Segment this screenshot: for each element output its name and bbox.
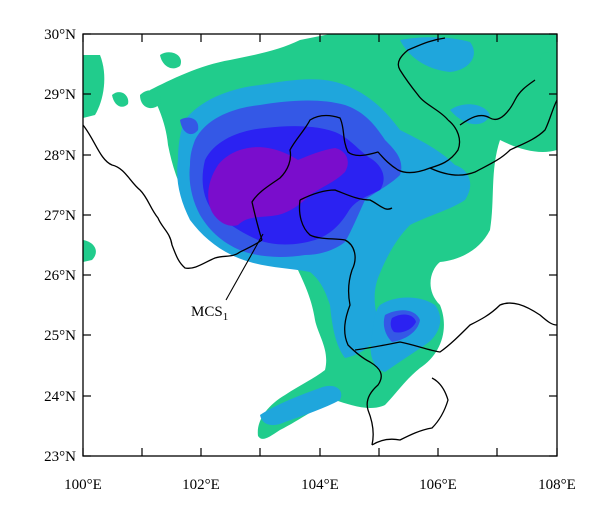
lat-label-25: 25°N <box>44 328 76 344</box>
axis-ticks <box>82 33 558 457</box>
lat-label-29: 29°N <box>44 87 76 103</box>
annotation-leader-line <box>225 233 264 301</box>
lat-label-30: 30°N <box>44 27 76 43</box>
latitude-labels: 30°N 29°N 28°N 27°N 26°N 25°N 24°N 23°N <box>44 27 76 465</box>
lat-label-28: 28°N <box>44 148 76 164</box>
lon-label-108: 108°E <box>538 477 576 493</box>
lat-label-24: 24°N <box>44 389 76 405</box>
province-boundaries <box>83 37 557 446</box>
contour-level-5 <box>208 147 348 226</box>
lon-label-106: 106°E <box>419 477 457 493</box>
mcs-annotation-text: MCS <box>191 304 223 320</box>
lon-label-102: 102°E <box>182 477 220 493</box>
lon-label-104: 104°E <box>301 477 339 493</box>
mcs-annotation-subscript: 1 <box>223 311 229 323</box>
map-plot-area <box>83 34 557 456</box>
longitude-labels: 100°E 102°E 104°E 106°E 108°E <box>64 477 576 493</box>
lon-label-100: 100°E <box>64 477 102 493</box>
lat-label-23: 23°N <box>44 449 76 465</box>
mcs-annotation: MCS1 <box>191 304 228 323</box>
lat-label-26: 26°N <box>44 268 76 284</box>
lat-label-27: 27°N <box>44 208 76 224</box>
